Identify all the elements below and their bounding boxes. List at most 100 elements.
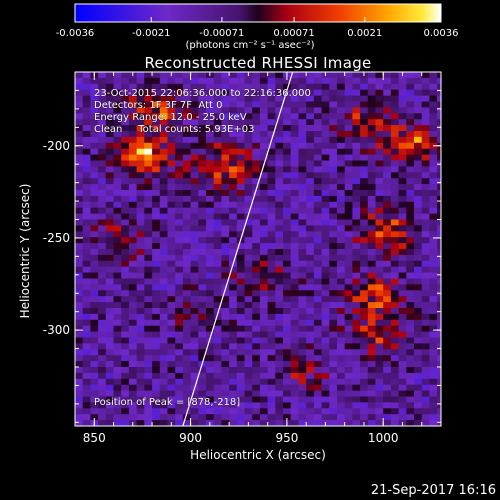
heatmap-cell: [437, 201, 441, 209]
heatmap-cell: [344, 89, 354, 97]
heatmap-cell: [82, 378, 92, 386]
heatmap-cell: [421, 154, 431, 162]
heatmap-cell: [390, 396, 400, 403]
heatmap-cell: [390, 125, 400, 132]
heatmap-cell: [429, 237, 438, 244]
heatmap-cell: [152, 125, 161, 132]
heatmap-cell: [221, 266, 230, 274]
heatmap-cell: [82, 95, 92, 103]
heatmap-cell: [252, 396, 261, 403]
heatmap-cell: [221, 195, 230, 203]
heatmap-cell: [259, 278, 269, 285]
heatmap-cell: [321, 107, 330, 114]
heatmap-cell: [337, 296, 346, 303]
heatmap-cell: [390, 219, 400, 226]
heatmap-cell: [437, 184, 441, 191]
heatmap-cell: [259, 254, 269, 262]
heatmap-cell: [167, 119, 176, 126]
heatmap-cell: [175, 101, 184, 108]
heatmap-cell: [229, 319, 238, 327]
heatmap-cell: [414, 95, 423, 103]
heatmap-cell: [121, 107, 130, 114]
heatmap-cell: [367, 378, 377, 386]
heatmap-cell: [128, 166, 138, 173]
heatmap-cell: [414, 260, 423, 268]
heatmap-cell: [121, 101, 130, 108]
heatmap-cell: [375, 308, 384, 315]
heatmap-cell: [421, 361, 431, 368]
heatmap-cell: [144, 131, 153, 138]
heatmap-cell: [421, 243, 431, 250]
heatmap-cell: [367, 201, 377, 209]
heatmap-cell: [406, 225, 415, 232]
heatmap-cell: [244, 355, 253, 362]
heatmap-cell: [159, 243, 169, 250]
heatmap-cell: [275, 231, 284, 238]
heatmap-cell: [244, 372, 253, 380]
heatmap-cell: [421, 367, 431, 374]
heatmap-cell: [128, 402, 138, 409]
heatmap-cell: [298, 243, 307, 250]
heatmap-cell: [267, 83, 276, 91]
heatmap-cell: [398, 325, 407, 333]
heatmap-cell: [190, 249, 199, 256]
heatmap-cell: [321, 195, 330, 203]
heatmap-cell: [313, 355, 323, 362]
heatmap-cell: [398, 414, 407, 421]
heatmap-cell: [329, 201, 338, 209]
heatmap-cell: [329, 408, 338, 415]
heatmap-cell: [306, 390, 315, 398]
heatmap-cell: [121, 278, 130, 285]
heatmap-cell: [383, 284, 392, 291]
heatmap-cell: [159, 266, 169, 274]
heatmap-cell: [190, 72, 199, 79]
plot-frame: [74, 71, 442, 427]
heatmap-cell: [167, 213, 176, 221]
heatmap-cell: [190, 95, 199, 103]
heatmap-cell: [298, 325, 307, 333]
heatmap-cell: [367, 420, 377, 426]
heatmap-cell: [406, 402, 415, 409]
heatmap-cell: [337, 142, 346, 150]
heatmap-cell: [229, 254, 238, 262]
heatmap-cell: [283, 319, 292, 327]
colorbar-tick-label: 0.0021: [347, 28, 383, 39]
heatmap-cell: [421, 337, 431, 344]
heatmap-cell: [198, 125, 207, 132]
heatmap-cell: [82, 367, 92, 374]
heatmap-cell: [82, 195, 92, 203]
heatmap-cell: [352, 77, 361, 85]
heatmap-cell: [105, 113, 115, 120]
heatmap-cell: [75, 266, 84, 274]
heatmap-cell: [352, 231, 361, 238]
heatmap-cell: [298, 343, 307, 350]
heatmap-cell: [414, 72, 423, 79]
heatmap-cell: [367, 225, 377, 232]
heatmap-cell: [136, 308, 145, 315]
heatmap-cell: [98, 349, 107, 356]
heatmap-cell: [406, 136, 415, 144]
heatmap-cell: [136, 201, 145, 209]
heatmap-cell: [321, 225, 330, 232]
heatmap-cell: [383, 178, 392, 185]
heatmap-cell: [367, 142, 377, 150]
heatmap-cell: [306, 408, 315, 415]
heatmap-cell: [213, 225, 223, 232]
heatmap-cell: [167, 414, 176, 421]
heatmap-cell: [236, 219, 246, 226]
heatmap-cell: [90, 154, 99, 162]
heatmap-cell: [329, 125, 338, 132]
heatmap-cell: [375, 284, 384, 291]
heatmap-cell: [121, 337, 130, 344]
heatmap-cell: [128, 125, 138, 132]
heatmap-cell: [206, 319, 215, 327]
heatmap-cell: [105, 325, 115, 333]
heatmap-cell: [367, 83, 377, 91]
heatmap-cell: [144, 101, 153, 108]
heatmap-cell: [367, 195, 377, 203]
heatmap-cell: [182, 290, 192, 297]
heatmap-cell: [406, 420, 415, 426]
heatmap-cell: [367, 95, 377, 103]
heatmap-cell: [352, 337, 361, 344]
heatmap-cell: [136, 136, 145, 144]
